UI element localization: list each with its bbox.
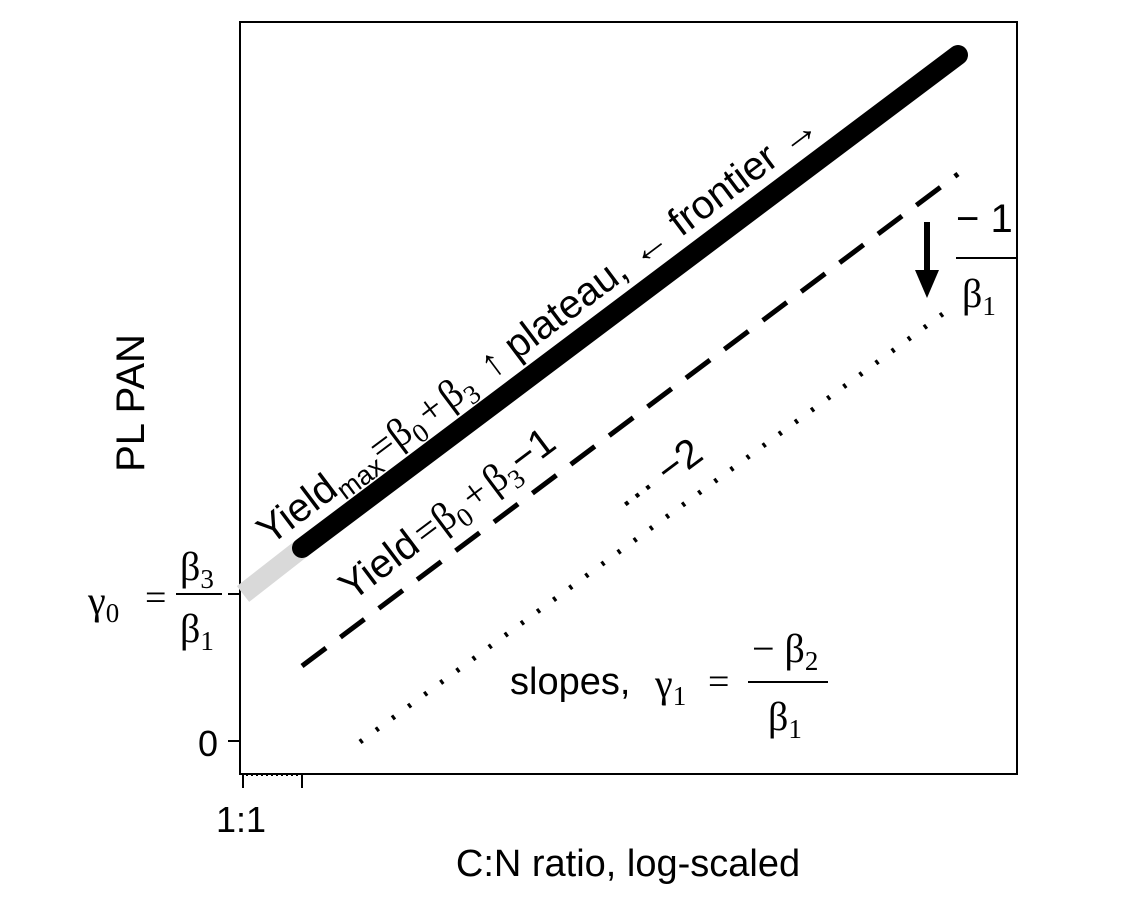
slopes-gamma-sub: 1: [673, 681, 687, 711]
step-den: β: [962, 271, 982, 316]
svg-text:β1: β1: [180, 606, 214, 656]
intercept-num-sub: 3: [200, 564, 214, 594]
dashed-yield: Yield: [331, 521, 427, 609]
step-formula: − 1 β1: [956, 197, 1016, 321]
slopes-den-sub: 1: [788, 714, 802, 744]
dashed-line: [300, 172, 960, 668]
plot-frame: [239, 21, 1018, 775]
svg-text:γ1: γ1: [654, 661, 686, 711]
intercept-gamma: γ: [87, 578, 106, 623]
x-axis-label: C:N ratio, log-scaled: [456, 843, 800, 885]
slopes-equals: =: [708, 661, 729, 703]
svg-text:β3: β3: [180, 544, 214, 594]
intercept-gamma-sub: 0: [106, 598, 120, 628]
slopes-num-sub: 2: [805, 646, 819, 676]
dotted-label: ··· −2: [607, 430, 711, 523]
frontier-line: [292, 45, 968, 558]
y-axis-label: PL PAN: [109, 334, 153, 472]
slopes-gamma: γ: [654, 661, 673, 706]
svg-text:β1: β1: [962, 271, 996, 321]
intercept-formula: γ0 = β3 β1: [87, 544, 222, 656]
slopes-formula: slopes, γ1 = − β2 β1: [510, 626, 828, 744]
slopes-den: β: [768, 694, 788, 739]
intercept-equals: =: [145, 577, 166, 619]
extrapolated-segment: [236, 540, 309, 602]
intercept-den-sub: 1: [200, 626, 214, 656]
frontier-frontier: ← frontier →: [619, 104, 827, 275]
svg-text:γ0: γ0: [87, 578, 119, 628]
dotted-label-text: ··· −2: [607, 430, 711, 523]
slopes-text: slopes,: [510, 661, 630, 703]
step-arrow-head: [915, 270, 939, 298]
intercept-num: β: [180, 544, 200, 589]
svg-text:β1: β1: [768, 694, 802, 744]
step-den-sub: 1: [982, 291, 996, 321]
svg-text:− β2: − β2: [752, 626, 818, 676]
intercept-den: β: [180, 606, 200, 651]
step-num: − 1: [956, 197, 1013, 241]
slopes-num: − β: [752, 626, 805, 671]
y-tick-label-zero: 0: [198, 723, 218, 764]
x-tick-label: 1:1: [216, 799, 266, 840]
